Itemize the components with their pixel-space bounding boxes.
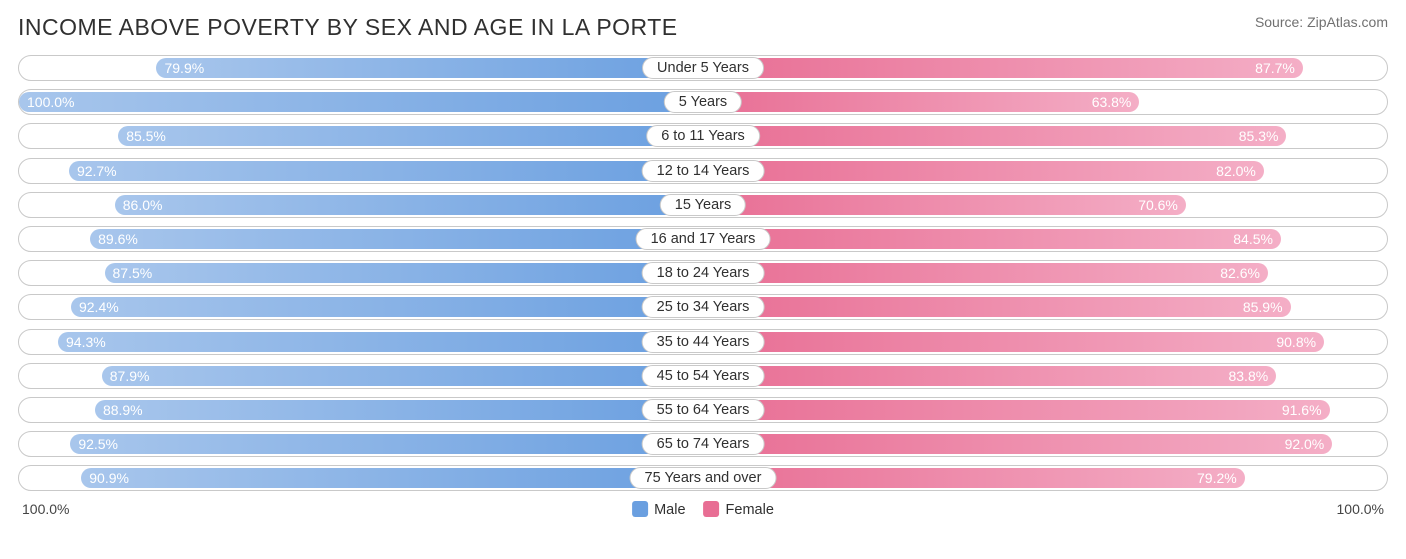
chart-row: 88.9% 91.6% 55 to 64 Years <box>18 397 1388 423</box>
male-value: 92.4% <box>79 299 119 315</box>
female-value: 85.3% <box>1239 128 1279 144</box>
male-bar: 92.4% <box>71 297 703 317</box>
male-bar: 79.9% <box>156 58 703 78</box>
age-category-label: 65 to 74 Years <box>642 433 765 455</box>
legend-swatch-female <box>704 501 720 517</box>
female-value: 85.9% <box>1243 299 1283 315</box>
female-value: 91.6% <box>1282 402 1322 418</box>
age-category-label: 16 and 17 Years <box>636 228 771 250</box>
chart-row: 89.6% 84.5% 16 and 17 Years <box>18 226 1388 252</box>
female-bar: 82.0% <box>703 161 1264 181</box>
chart-row: 92.4% 85.9% 25 to 34 Years <box>18 294 1388 320</box>
female-value: 82.6% <box>1220 265 1260 281</box>
male-bar: 85.5% <box>118 126 703 146</box>
male-value: 100.0% <box>27 94 74 110</box>
male-value: 90.9% <box>89 470 129 486</box>
chart-row: 90.9% 79.2% 75 Years and over <box>18 465 1388 491</box>
male-bar: 92.7% <box>69 161 703 181</box>
legend-label-male: Male <box>654 502 685 518</box>
chart-row: 87.9% 83.8% 45 to 54 Years <box>18 363 1388 389</box>
female-bar: 63.8% <box>703 92 1139 112</box>
female-value: 87.7% <box>1255 60 1295 76</box>
age-category-label: Under 5 Years <box>642 57 764 79</box>
male-bar: 92.5% <box>70 434 703 454</box>
legend-label-female: Female <box>726 502 774 518</box>
male-bar: 89.6% <box>90 229 703 249</box>
age-category-label: 45 to 54 Years <box>642 365 765 387</box>
age-category-label: 35 to 44 Years <box>642 331 765 353</box>
male-value: 86.0% <box>123 197 163 213</box>
female-value: 82.0% <box>1216 163 1256 179</box>
age-category-label: 5 Years <box>664 91 742 113</box>
female-bar: 92.0% <box>703 434 1332 454</box>
male-value: 85.5% <box>126 128 166 144</box>
age-category-label: 6 to 11 Years <box>646 125 760 147</box>
chart-row: 87.5% 82.6% 18 to 24 Years <box>18 260 1388 286</box>
male-bar: 90.9% <box>81 468 703 488</box>
chart-row: 92.5% 92.0% 65 to 74 Years <box>18 431 1388 457</box>
male-value: 92.5% <box>78 436 118 452</box>
male-value: 87.5% <box>113 265 153 281</box>
female-value: 79.2% <box>1197 470 1237 486</box>
female-value: 70.6% <box>1138 197 1178 213</box>
legend-item-female: Female <box>704 501 774 518</box>
female-bar: 87.7% <box>703 58 1303 78</box>
legend: Male Female <box>632 501 774 518</box>
male-bar: 94.3% <box>58 332 703 352</box>
chart-row: 79.9% 87.7% Under 5 Years <box>18 55 1388 81</box>
chart-row: 100.0% 63.8% 5 Years <box>18 89 1388 115</box>
female-bar: 90.8% <box>703 332 1324 352</box>
legend-item-male: Male <box>632 501 685 518</box>
female-value: 92.0% <box>1285 436 1325 452</box>
female-bar: 84.5% <box>703 229 1281 249</box>
male-value: 94.3% <box>66 334 106 350</box>
age-category-label: 18 to 24 Years <box>642 262 765 284</box>
male-value: 92.7% <box>77 163 117 179</box>
chart-row: 85.5% 85.3% 6 to 11 Years <box>18 123 1388 149</box>
female-bar: 82.6% <box>703 263 1268 283</box>
source-attribution: Source: ZipAtlas.com <box>1255 14 1388 30</box>
male-value: 88.9% <box>103 402 143 418</box>
female-bar: 85.9% <box>703 297 1291 317</box>
male-value: 79.9% <box>164 60 204 76</box>
female-value: 83.8% <box>1228 368 1268 384</box>
male-bar: 87.9% <box>102 366 703 386</box>
female-bar: 79.2% <box>703 468 1245 488</box>
female-value: 84.5% <box>1233 231 1273 247</box>
chart-row: 94.3% 90.8% 35 to 44 Years <box>18 329 1388 355</box>
axis-label-left: 100.0% <box>22 501 69 517</box>
female-bar: 91.6% <box>703 400 1330 420</box>
female-bar: 70.6% <box>703 195 1186 215</box>
female-bar: 85.3% <box>703 126 1286 146</box>
age-category-label: 15 Years <box>660 194 746 216</box>
age-category-label: 55 to 64 Years <box>642 399 765 421</box>
male-bar: 100.0% <box>19 92 703 112</box>
male-bar: 88.9% <box>95 400 703 420</box>
male-bar: 87.5% <box>105 263 704 283</box>
male-value: 87.9% <box>110 368 150 384</box>
axis-label-right: 100.0% <box>1337 501 1384 517</box>
age-category-label: 75 Years and over <box>630 467 777 489</box>
male-bar: 86.0% <box>115 195 703 215</box>
legend-swatch-male <box>632 501 648 517</box>
chart-row: 86.0% 70.6% 15 Years <box>18 192 1388 218</box>
age-category-label: 12 to 14 Years <box>642 160 765 182</box>
female-value: 90.8% <box>1276 334 1316 350</box>
chart-title: INCOME ABOVE POVERTY BY SEX AND AGE IN L… <box>18 14 678 41</box>
female-bar: 83.8% <box>703 366 1276 386</box>
age-category-label: 25 to 34 Years <box>642 296 765 318</box>
male-value: 89.6% <box>98 231 138 247</box>
female-value: 63.8% <box>1092 94 1132 110</box>
population-pyramid-chart: 79.9% 87.7% Under 5 Years 100.0% 63.8% 5 Year… <box>18 55 1388 491</box>
chart-row: 92.7% 82.0% 12 to 14 Years <box>18 158 1388 184</box>
